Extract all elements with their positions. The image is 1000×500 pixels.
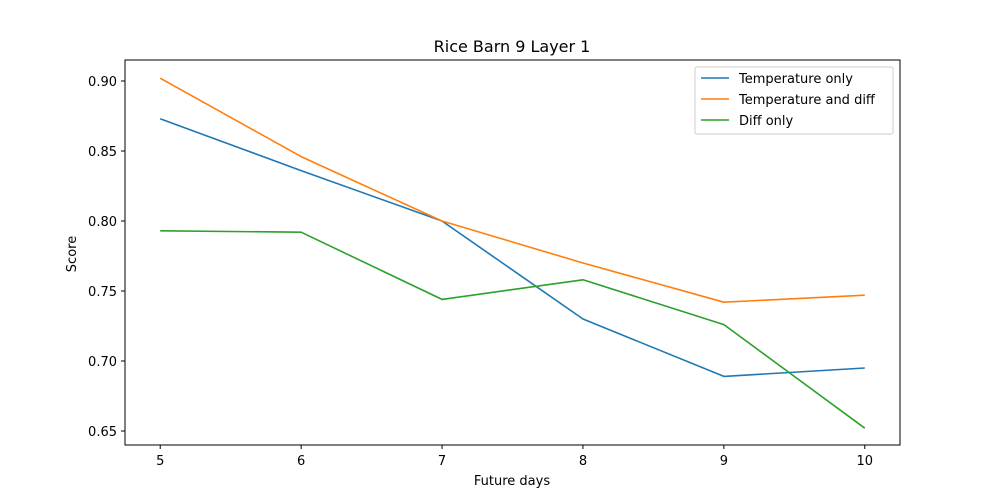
plot-frame [124,59,901,446]
x-axis-title: Future days [474,474,550,489]
y-axis-title: Score [65,236,80,272]
x-tick-label: 5 [156,454,164,469]
x-tick-label: 8 [579,454,587,469]
y-tick-label: 0.90 [88,75,117,90]
legend-label: Temperature only [738,72,853,87]
y-tick-label: 0.80 [88,215,117,230]
series-line-3 [160,230,866,429]
series-line-1 [159,118,865,378]
chart-title: Rice Barn 9 Layer 1 [434,37,591,56]
x-axis: 5 6 7 8 9 10 [156,445,873,469]
y-tick-label: 0.85 [88,145,117,160]
x-tick-label: 9 [720,454,728,469]
x-tick-label: 7 [438,454,446,469]
series-layer [159,77,866,429]
legend: Temperature only Temperature and diff Diff… [694,66,894,135]
y-axis: 0.65 0.70 0.75 0.80 0.85 0.90 [88,75,125,440]
y-tick-label: 0.75 [88,285,117,300]
y-tick-label: 0.70 [88,355,117,370]
series-line-2 [159,77,865,304]
x-tick-label: 6 [297,454,305,469]
x-tick-label: 10 [856,454,873,469]
legend-box [694,66,894,135]
y-tick-label: 0.65 [88,425,117,440]
legend-label: Diff only [739,114,794,129]
legend-label: Temperature and diff [738,93,876,108]
